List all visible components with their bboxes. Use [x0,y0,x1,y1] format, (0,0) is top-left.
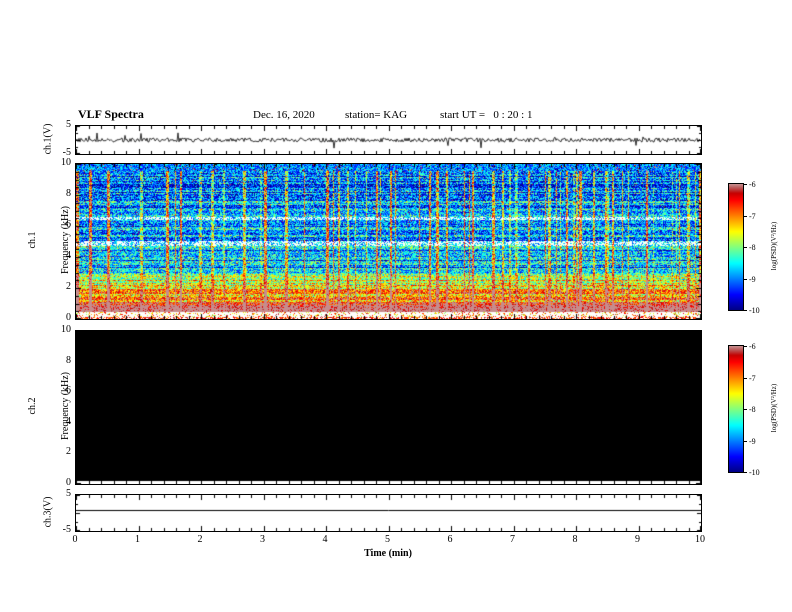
x-tick-label: 0 [72,534,78,545]
colorbar-tick-label: -6 [749,342,756,351]
x-tick-label: 3 [260,534,265,545]
colorbar-tick-label: -10 [749,306,760,315]
colorbar-tick-label: -9 [749,275,756,284]
y-tick-label: 6 [66,219,71,230]
colorbar-tick-label: -8 [749,405,756,414]
ch1-waveform-panel [75,125,702,155]
colorbar-tick [744,346,747,347]
ch1-spec-label-line1: ch.1 [27,231,38,249]
figure-date: Dec. 16, 2020 [253,109,315,121]
x-tick-label: 10 [695,534,705,545]
ch2-spec-label-line1: ch.2 [27,397,38,415]
y-tick-label: 4 [66,250,71,261]
y-tick-label: 2 [66,281,71,292]
y-tick-label: -5 [62,524,71,535]
ch1-spec-label-line2: Frequency (kHz) [60,205,71,275]
colorbar2-label: log(PSD)(V²/Hz) [770,383,778,433]
time-axis-label: Time (min) [364,548,412,559]
y-tick-label: 0 [66,312,71,323]
figure-title: VLF Spectra [78,107,144,121]
colorbar-tick [744,247,747,248]
ch1-spectrogram-panel [75,163,702,320]
y-tick-label: 8 [66,188,71,199]
colorbar-tick-label: -7 [749,374,756,383]
colorbar-tick-label: -6 [749,180,756,189]
ch2-spec-label-line2: Frequency (kHz) [60,371,71,441]
colorbar-tick [744,472,747,473]
y-tick-label: 10 [61,324,71,335]
colorbar-tick [744,310,747,311]
ch2-frequency-axis-label: ch.2 Frequency (kHz) [5,372,93,440]
ch3-voltage-axis-label: ch.3(V) [42,496,54,528]
ch1-frequency-axis-label: ch.1 Frequency (kHz) [5,206,93,274]
y-tick-label: 0 [66,477,71,488]
x-tick-label: 7 [510,534,515,545]
colorbar-tick-label: -7 [749,212,756,221]
colorbar1-label: log(PSD)(V²/Hz) [770,221,778,271]
colorbar-tick-label: -8 [749,243,756,252]
y-tick-label: 4 [66,416,71,427]
colorbar-tick [744,409,747,410]
colorbar-tick-label: -10 [749,468,760,477]
y-tick-label: 2 [66,446,71,457]
y-tick-label: 6 [66,385,71,396]
y-tick-label: 8 [66,355,71,366]
colorbar-tick [744,184,747,185]
x-tick-label: 2 [197,534,203,545]
x-tick-label: 1 [135,534,140,545]
ch1-voltage-axis-label: ch.1(V) [42,123,54,155]
x-tick-label: 4 [322,534,328,545]
colorbar-tick [744,378,747,379]
y-tick-label: 5 [66,488,71,499]
figure-start-ut: start UT = 0 : 20 : 1 [440,109,533,121]
y-tick-label: 10 [61,157,71,168]
y-tick-label: -5 [62,147,71,158]
colorbar-tick [744,216,747,217]
y-tick-label: 5 [66,119,71,130]
ch1-colorbar [728,183,744,311]
colorbar-tick [744,279,747,280]
ch2-colorbar [728,345,744,473]
figure-station: station= KAG [345,109,408,121]
colorbar-tick [744,441,747,442]
ch2-spectrogram-panel [75,330,702,485]
x-tick-label: 6 [447,534,453,545]
ch3-waveform-panel [75,494,702,532]
colorbar-tick-label: -9 [749,437,756,446]
x-tick-label: 8 [572,534,578,545]
x-tick-label: 9 [635,534,640,545]
x-tick-label: 5 [385,534,390,545]
